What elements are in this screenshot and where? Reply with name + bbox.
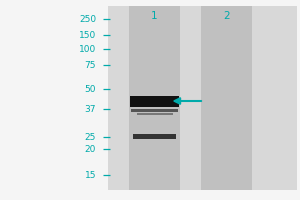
Text: 150: 150 — [79, 30, 96, 40]
Text: 1: 1 — [151, 11, 158, 21]
Text: 2: 2 — [223, 11, 230, 21]
Text: 37: 37 — [85, 105, 96, 114]
FancyBboxPatch shape — [130, 96, 179, 107]
Text: 75: 75 — [85, 60, 96, 70]
FancyBboxPatch shape — [129, 6, 180, 190]
FancyBboxPatch shape — [201, 6, 252, 190]
Text: 15: 15 — [85, 170, 96, 180]
FancyBboxPatch shape — [131, 109, 178, 112]
Text: 25: 25 — [85, 133, 96, 142]
FancyBboxPatch shape — [136, 113, 172, 115]
Text: 50: 50 — [85, 85, 96, 94]
FancyBboxPatch shape — [108, 6, 297, 190]
Text: 20: 20 — [85, 144, 96, 154]
Text: 250: 250 — [79, 15, 96, 23]
FancyBboxPatch shape — [133, 134, 176, 139]
Text: 100: 100 — [79, 45, 96, 53]
